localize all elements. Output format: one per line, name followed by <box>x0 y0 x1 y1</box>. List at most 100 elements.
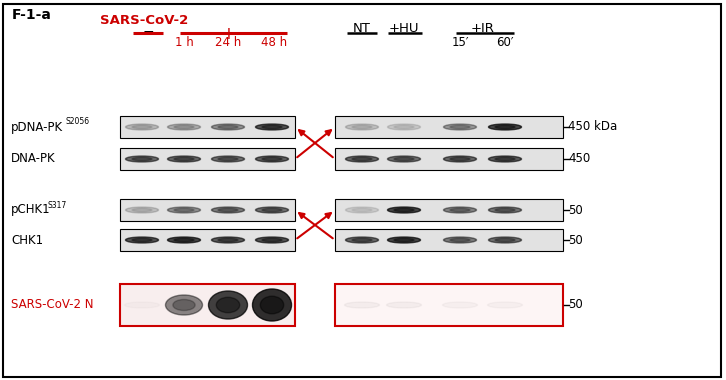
Text: 50: 50 <box>568 204 583 217</box>
Ellipse shape <box>388 237 420 243</box>
Text: DNA-PK: DNA-PK <box>11 152 56 166</box>
Ellipse shape <box>388 207 420 213</box>
Ellipse shape <box>174 238 194 242</box>
Ellipse shape <box>262 125 282 129</box>
Bar <box>335 229 563 251</box>
Ellipse shape <box>211 237 245 243</box>
Ellipse shape <box>394 238 414 242</box>
Ellipse shape <box>495 125 515 129</box>
Ellipse shape <box>450 157 470 161</box>
Ellipse shape <box>394 125 414 129</box>
Ellipse shape <box>208 291 248 319</box>
Bar <box>120 284 295 326</box>
Ellipse shape <box>218 208 238 212</box>
Ellipse shape <box>126 156 158 162</box>
Ellipse shape <box>352 208 372 212</box>
Ellipse shape <box>132 125 152 129</box>
Ellipse shape <box>218 157 238 161</box>
Ellipse shape <box>174 125 194 129</box>
Ellipse shape <box>256 124 288 130</box>
Ellipse shape <box>168 207 200 213</box>
Text: 15′: 15′ <box>452 36 469 49</box>
Ellipse shape <box>216 297 240 313</box>
Ellipse shape <box>352 125 372 129</box>
Ellipse shape <box>346 237 378 243</box>
Ellipse shape <box>489 207 521 213</box>
Ellipse shape <box>166 295 203 315</box>
Text: CHK1: CHK1 <box>11 233 43 247</box>
Ellipse shape <box>218 238 238 242</box>
Bar <box>335 116 563 138</box>
Ellipse shape <box>444 156 476 162</box>
Text: 450: 450 <box>568 152 590 166</box>
Ellipse shape <box>262 157 282 161</box>
Ellipse shape <box>346 156 378 162</box>
Text: +: + <box>221 25 235 43</box>
Ellipse shape <box>489 237 521 243</box>
Ellipse shape <box>388 156 420 162</box>
Ellipse shape <box>174 208 194 212</box>
Text: 48 h: 48 h <box>261 36 287 49</box>
Ellipse shape <box>489 156 521 162</box>
Ellipse shape <box>168 124 200 130</box>
Ellipse shape <box>173 299 195 310</box>
Ellipse shape <box>495 208 515 212</box>
Ellipse shape <box>132 238 152 242</box>
Ellipse shape <box>444 237 476 243</box>
Ellipse shape <box>394 157 414 161</box>
Ellipse shape <box>388 124 420 130</box>
Text: NT: NT <box>353 22 371 35</box>
Ellipse shape <box>218 125 238 129</box>
Text: 60′: 60′ <box>497 36 514 49</box>
Ellipse shape <box>211 207 245 213</box>
Text: SARS-CoV-2 N: SARS-CoV-2 N <box>11 299 94 312</box>
Ellipse shape <box>450 208 470 212</box>
Text: S317: S317 <box>48 201 68 209</box>
Text: 450 kDa: 450 kDa <box>568 120 617 133</box>
Ellipse shape <box>352 238 372 242</box>
Text: 1 h: 1 h <box>175 36 193 49</box>
Text: 50: 50 <box>568 233 583 247</box>
Bar <box>335 199 563 221</box>
Ellipse shape <box>495 238 515 242</box>
Ellipse shape <box>256 207 288 213</box>
Text: pCHK1: pCHK1 <box>11 204 51 217</box>
Ellipse shape <box>132 157 152 161</box>
Ellipse shape <box>126 237 158 243</box>
Ellipse shape <box>211 156 245 162</box>
Bar <box>335 148 563 170</box>
Ellipse shape <box>450 238 470 242</box>
Ellipse shape <box>211 124 245 130</box>
Text: 24 h: 24 h <box>215 36 241 49</box>
Ellipse shape <box>126 207 158 213</box>
Ellipse shape <box>450 125 470 129</box>
Ellipse shape <box>256 156 288 162</box>
Bar <box>120 116 295 138</box>
Bar <box>120 229 295 251</box>
Ellipse shape <box>444 124 476 130</box>
Ellipse shape <box>168 237 200 243</box>
Ellipse shape <box>346 124 378 130</box>
Text: F-1-a: F-1-a <box>12 8 52 22</box>
Text: −: − <box>142 25 154 39</box>
Ellipse shape <box>352 157 372 161</box>
Text: 50: 50 <box>568 299 583 312</box>
Ellipse shape <box>489 124 521 130</box>
Bar <box>120 199 295 221</box>
Ellipse shape <box>444 207 476 213</box>
Ellipse shape <box>132 208 152 212</box>
Text: +HU: +HU <box>388 22 419 35</box>
Ellipse shape <box>253 289 292 321</box>
Bar <box>335 284 563 326</box>
Text: pDNA-PK: pDNA-PK <box>11 120 63 133</box>
Ellipse shape <box>262 208 282 212</box>
Ellipse shape <box>256 237 288 243</box>
Ellipse shape <box>174 157 194 161</box>
Ellipse shape <box>346 207 378 213</box>
Text: SARS-CoV-2: SARS-CoV-2 <box>100 14 188 27</box>
Ellipse shape <box>168 156 200 162</box>
Ellipse shape <box>495 157 515 161</box>
Bar <box>120 148 295 170</box>
Text: +IR: +IR <box>471 22 495 35</box>
Ellipse shape <box>394 208 414 212</box>
